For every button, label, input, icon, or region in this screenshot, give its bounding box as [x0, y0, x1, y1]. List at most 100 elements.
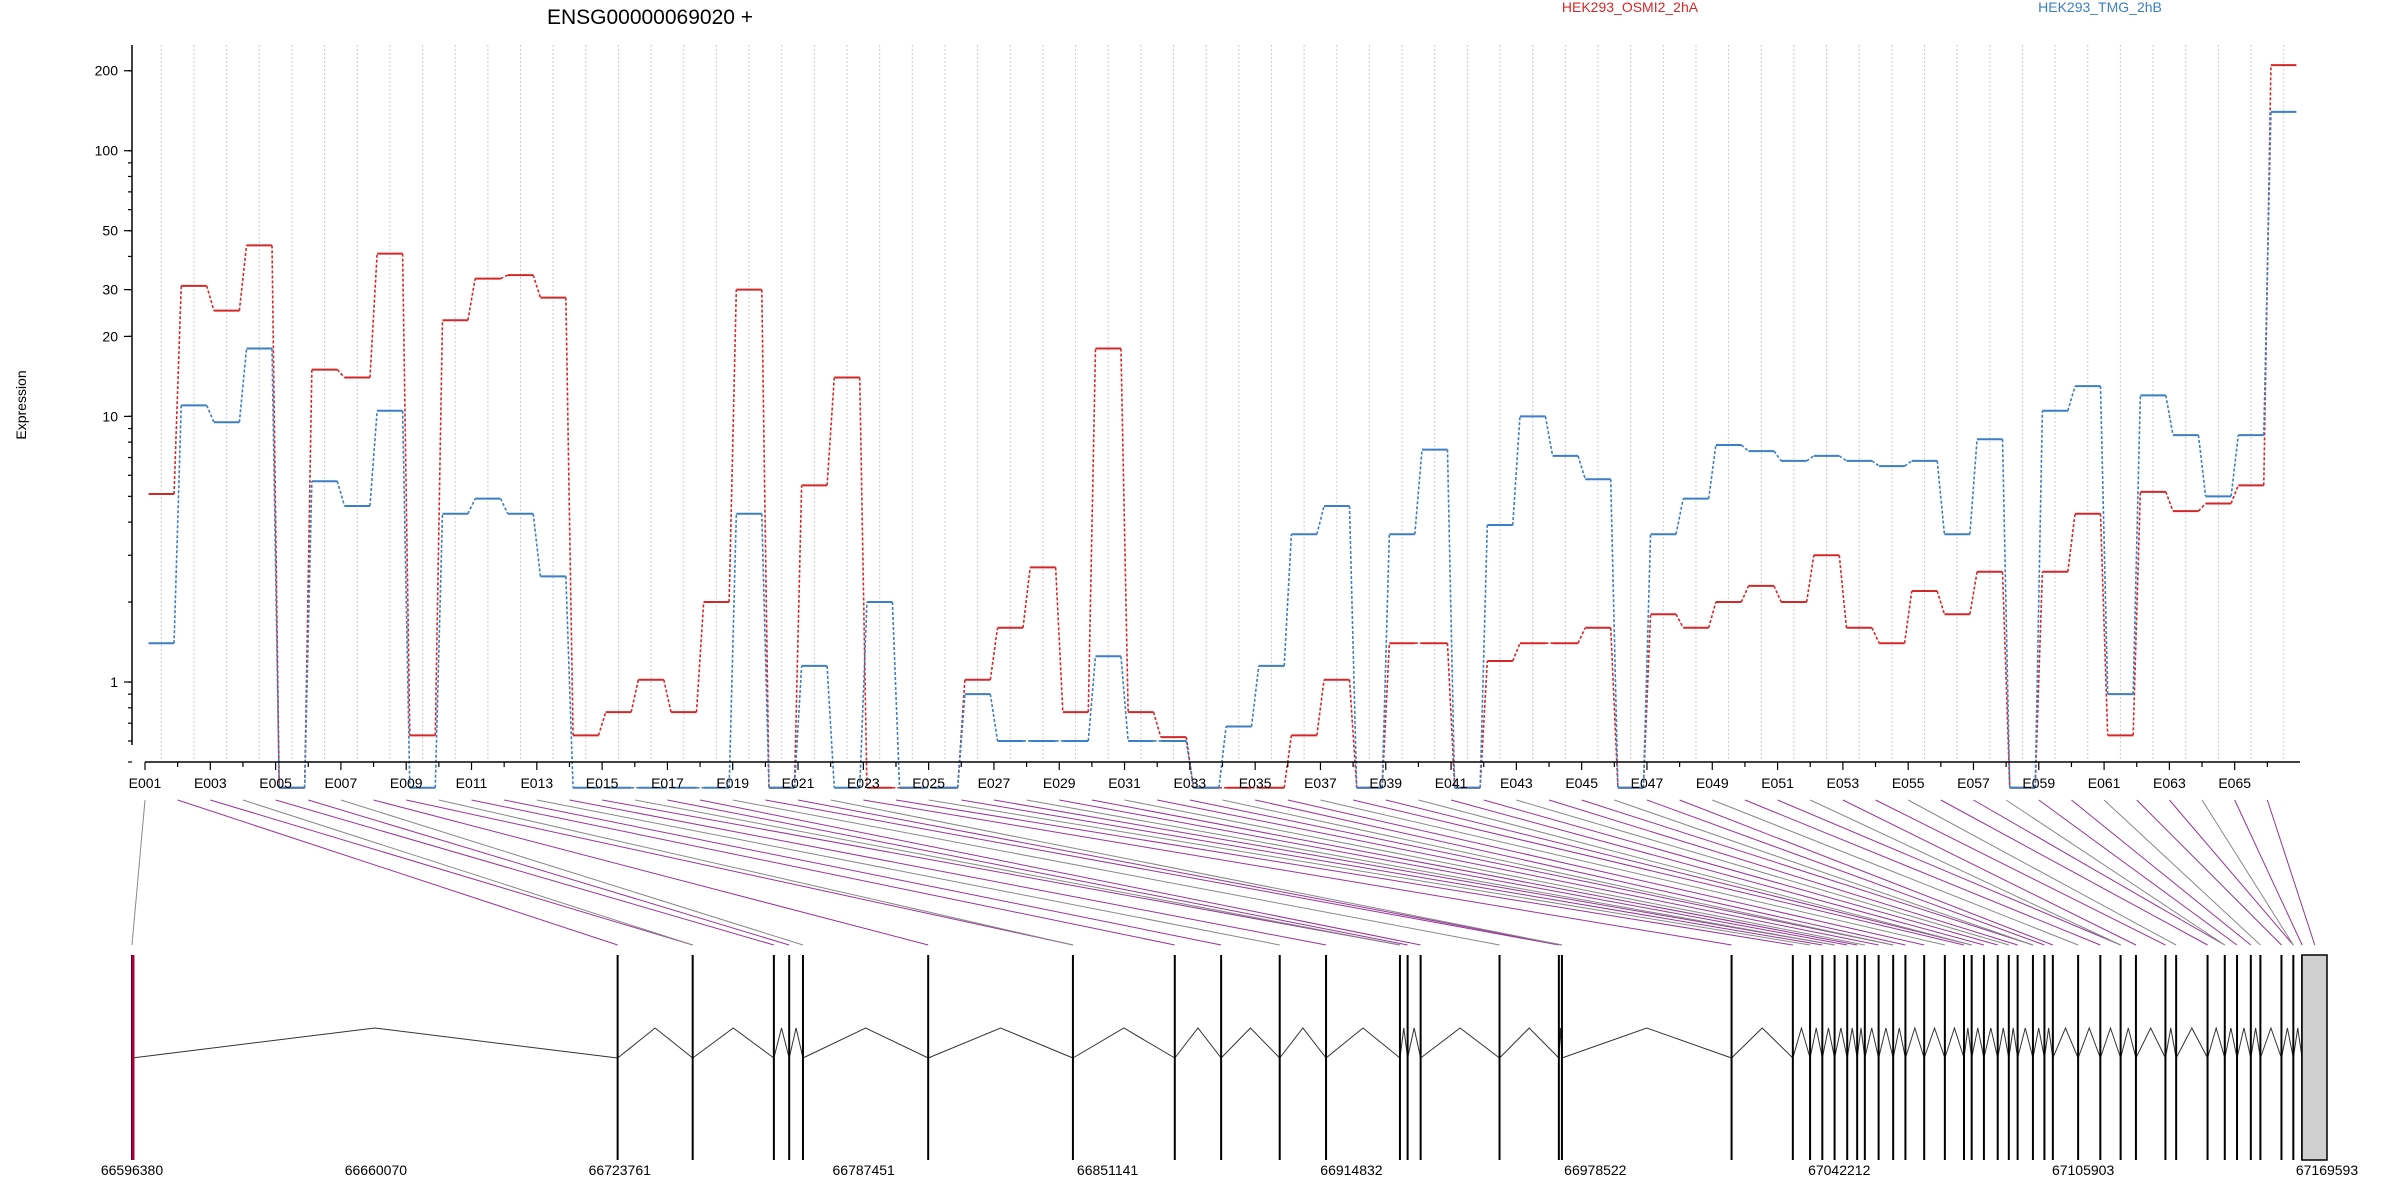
exon-connector [667, 799, 1408, 946]
intron-chevron [2207, 1026, 2226, 1059]
intron-chevron [1809, 1027, 1823, 1059]
exon-connector [1516, 799, 2009, 946]
intron-chevron [2224, 1027, 2238, 1059]
genomic-tick-label: 66914832 [1320, 1162, 1383, 1178]
intron-chevron [131, 1027, 618, 1059]
terminal-exon-block [2301, 954, 2328, 1161]
intron-chevron [2292, 1027, 2303, 1059]
exon-connector [2266, 799, 2316, 946]
series-connector [1740, 585, 1750, 603]
x-tick-label: E049 [1696, 775, 1729, 791]
exon-connector [1777, 799, 2121, 946]
series-connector [1381, 643, 1391, 788]
intron-chevron [802, 1027, 929, 1059]
exon-connector [1548, 799, 2018, 946]
x-tick-label: E047 [1631, 775, 1664, 791]
exon-connector [2136, 799, 2282, 946]
intron-chevron [788, 1027, 804, 1059]
exon-connector [373, 799, 929, 946]
exon-connector [1712, 799, 2079, 946]
intron-chevron [1923, 1026, 1946, 1059]
series-connector [1904, 460, 1913, 467]
series-connector [1120, 348, 1129, 713]
chart-title: ENSG00000069020 + [547, 6, 753, 29]
exon-connector [1255, 799, 1906, 946]
y-axis-label: Expression [13, 370, 29, 439]
intron-chevron [2250, 1027, 2261, 1059]
x-tick-label: E043 [1500, 775, 1533, 791]
series-connector [1936, 590, 1946, 615]
legend-entry-tmg: HEK293_TMG_2hB [2038, 0, 2162, 15]
series-connector [956, 694, 966, 788]
series-connector [467, 498, 476, 515]
intron-chevron [1878, 1027, 1894, 1059]
genomic-tick-label: 67105903 [2052, 1162, 2115, 1178]
intron-chevron [1834, 1027, 1848, 1059]
intron-chevron [2259, 1026, 2282, 1059]
x-tick-label: E031 [1108, 775, 1141, 791]
series-connector [989, 694, 999, 742]
intron-chevron [1220, 1027, 1281, 1059]
exon-connector [1973, 799, 2226, 946]
genomic-tick-label: 66851141 [1077, 1162, 1138, 1178]
x-tick-label: E021 [782, 775, 815, 791]
series-connector [1152, 711, 1162, 738]
exon-connector [504, 799, 1222, 946]
series-connector [565, 297, 574, 736]
intron-chevron [2120, 1027, 2137, 1059]
exon-connector [634, 799, 1401, 946]
exon-connector [993, 799, 1835, 946]
series-connector [1218, 726, 1227, 788]
exon-connector [2005, 799, 2226, 946]
intron-chevron [1499, 1027, 1560, 1059]
intron-chevron [1904, 1026, 1925, 1059]
series-connector [826, 377, 836, 486]
series-lines [148, 64, 2297, 789]
series-connector [793, 665, 803, 788]
series-connector [271, 348, 280, 788]
exon-connector [863, 799, 1732, 946]
series-connector [2197, 502, 2207, 512]
intron-chevron [1892, 1027, 1906, 1059]
intron-chevron [773, 1027, 790, 1059]
intron-chevron [1944, 1026, 1965, 1059]
series-connector [2230, 435, 2240, 497]
exon-connector [830, 799, 1563, 946]
x-tick-label: E003 [194, 775, 227, 791]
series-HEK293_OSMI2_2hA [148, 64, 2297, 789]
intron-chevron [2280, 1027, 2294, 1059]
y-tick-label: 20 [102, 328, 118, 344]
y-tick-label: 10 [102, 408, 118, 424]
exon-connector [2169, 799, 2294, 946]
series-connector [434, 513, 444, 788]
series-connector [1022, 567, 1031, 628]
intron-chevron [2236, 1027, 2252, 1059]
x-tick-label: E055 [1892, 775, 1925, 791]
series-connector [1446, 449, 1456, 788]
series-connector [728, 289, 738, 603]
series-connector [1316, 505, 1325, 535]
series-connector [1120, 656, 1129, 742]
exon-connector [1907, 799, 2177, 946]
exon-connector [2103, 799, 2261, 946]
y-tick-label: 200 [95, 63, 119, 79]
series-connector [1642, 534, 1652, 788]
series-connector [1348, 679, 1358, 788]
series-connector [565, 576, 574, 788]
exon-connector [1352, 799, 1965, 946]
series-connector [1903, 590, 1913, 644]
intron-chevron [927, 1027, 1074, 1059]
series-connector [499, 498, 509, 515]
exon-connector [928, 799, 1811, 946]
series-connector [695, 602, 705, 713]
series-connector [2230, 485, 2240, 504]
intron-chevron [2017, 1027, 2034, 1059]
x-tick-label: E037 [1304, 775, 1337, 791]
exon-connector [1875, 799, 2166, 946]
exon-connector [1026, 799, 1835, 946]
series-connector [1838, 455, 1847, 462]
exon-connector [797, 799, 1563, 946]
x-tick-label: E063 [2153, 775, 2186, 791]
series-connector [630, 679, 640, 713]
exon-connector [895, 799, 1793, 946]
